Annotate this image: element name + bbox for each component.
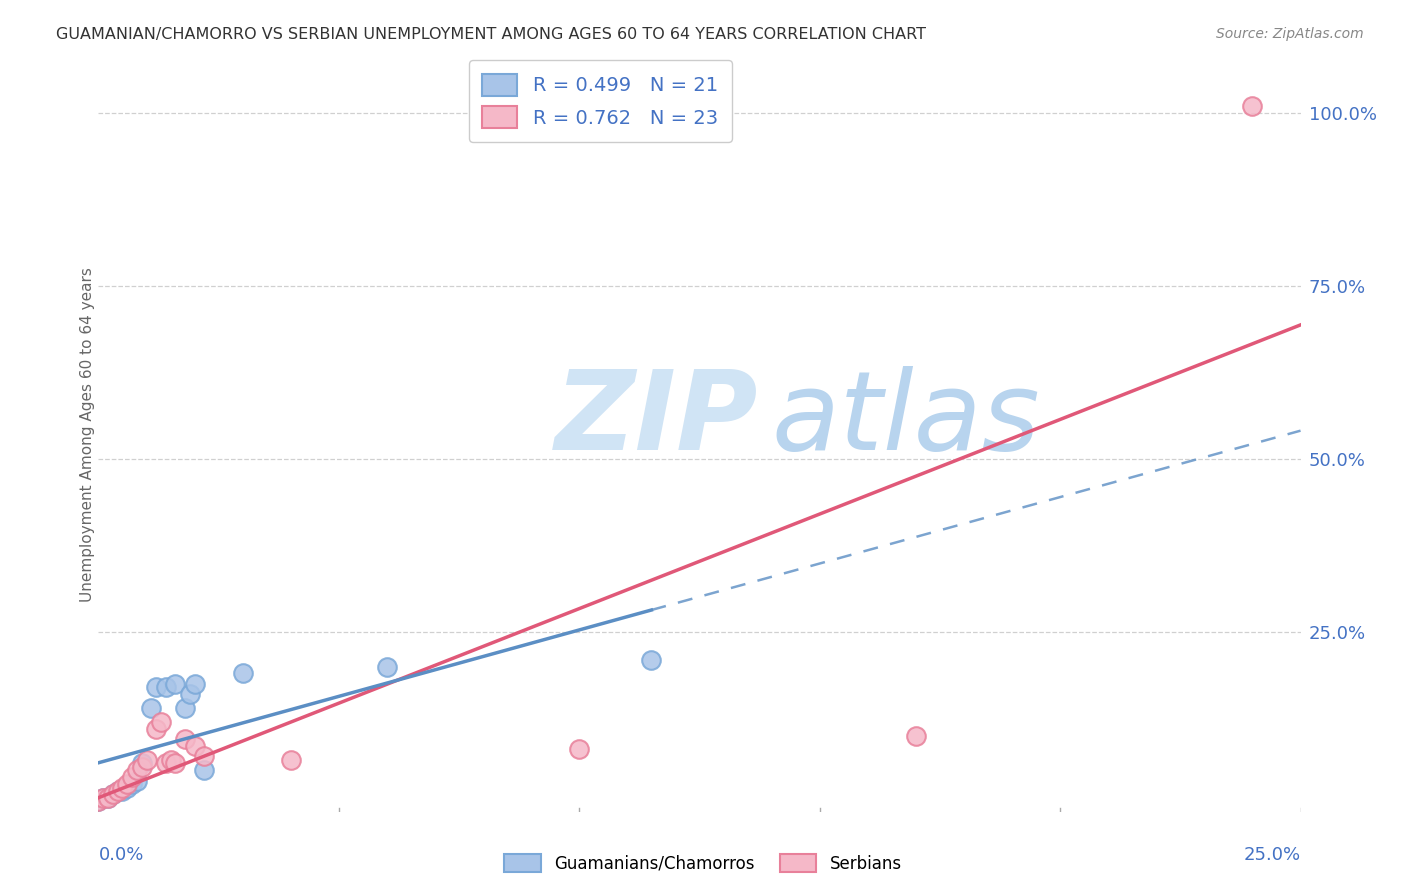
Legend: Guamanians/Chamorros, Serbians: Guamanians/Chamorros, Serbians [498,847,908,880]
Point [121,777,143,791]
Point [91,790,114,805]
Point [101,788,124,802]
Point [125,773,148,788]
Point [174,701,197,715]
Point [101,788,124,802]
Point [87,794,110,808]
Point [131,760,153,774]
Point [145,722,167,736]
Point [640,652,662,666]
Point [568,742,591,756]
Point [193,749,215,764]
Point [125,763,148,777]
Text: ZIP: ZIP [555,367,759,474]
Text: 0.0%: 0.0% [98,846,143,863]
Point [183,677,205,691]
Point [904,729,927,743]
Point [111,780,134,795]
Point [141,701,163,715]
Y-axis label: Unemployment Among Ages 60 to 64 years: Unemployment Among Ages 60 to 64 years [80,268,94,602]
Point [165,756,187,771]
Point [179,687,201,701]
Point [155,756,177,771]
Point [107,784,129,798]
Point [91,790,114,805]
Text: 25.0%: 25.0% [1243,846,1301,863]
Point [97,790,120,805]
Point [165,677,187,691]
Point [193,763,215,777]
Point [117,777,139,791]
Point [232,666,254,681]
Point [159,753,181,767]
Point [131,756,153,771]
Point [97,790,120,805]
Point [149,714,172,729]
Text: GUAMANIAN/CHAMORRO VS SERBIAN UNEMPLOYMENT AMONG AGES 60 TO 64 YEARS CORRELATION: GUAMANIAN/CHAMORRO VS SERBIAN UNEMPLOYME… [56,27,927,42]
Point [117,780,139,795]
Point [183,739,205,753]
Point [280,753,302,767]
Point [375,659,398,673]
Text: atlas: atlas [772,367,1040,474]
Point [121,770,143,784]
Point [111,784,134,798]
Point [107,784,129,798]
Point [145,680,167,694]
Point [155,680,177,694]
Point [174,732,197,747]
Text: Source: ZipAtlas.com: Source: ZipAtlas.com [1216,27,1364,41]
Point [135,753,157,767]
Legend: R = 0.499   N = 21, R = 0.762   N = 23: R = 0.499 N = 21, R = 0.762 N = 23 [468,60,731,142]
Point [1241,99,1264,113]
Point [87,794,110,808]
